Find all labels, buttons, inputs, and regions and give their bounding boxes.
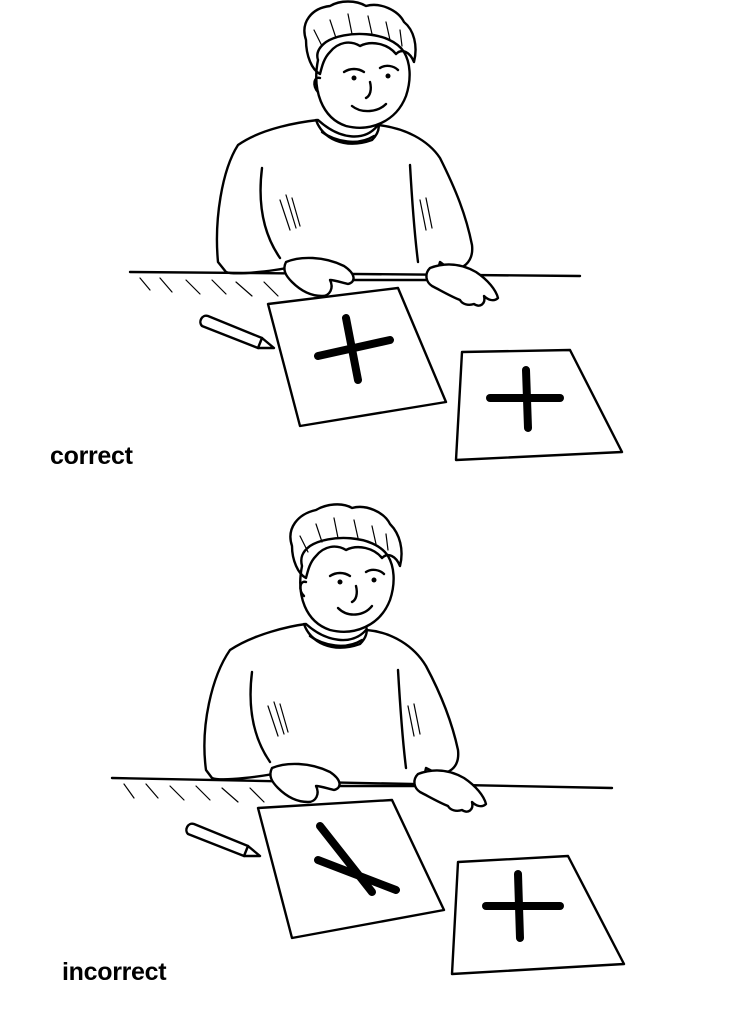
right-hand [413, 769, 488, 813]
child-hair [303, 0, 417, 76]
right-hand [425, 263, 500, 307]
model-paper [454, 348, 624, 462]
incorrect-panel: incorrect [0, 500, 755, 1024]
student-drawing-plus [314, 314, 394, 384]
table-edge [128, 270, 582, 278]
child-head [315, 32, 411, 129]
model-drawing-plus [482, 870, 564, 942]
caption-correct: correct [50, 442, 133, 470]
child-head [299, 536, 395, 633]
caption-incorrect: incorrect [62, 958, 167, 986]
child-torso [203, 622, 460, 788]
model-paper [450, 854, 626, 976]
left-hand [269, 762, 341, 804]
left-hand [283, 256, 355, 298]
child-drawing-incorrect-illustration [110, 503, 626, 976]
child-hair [289, 503, 403, 580]
correct-panel: correct [0, 0, 755, 500]
crayon [185, 822, 262, 858]
child-drawing-correct-illustration [128, 0, 624, 462]
model-drawing-plus [486, 366, 564, 432]
table-edge [110, 776, 614, 790]
student-drawing-rotated-cross [314, 822, 400, 896]
crayon [199, 314, 276, 350]
